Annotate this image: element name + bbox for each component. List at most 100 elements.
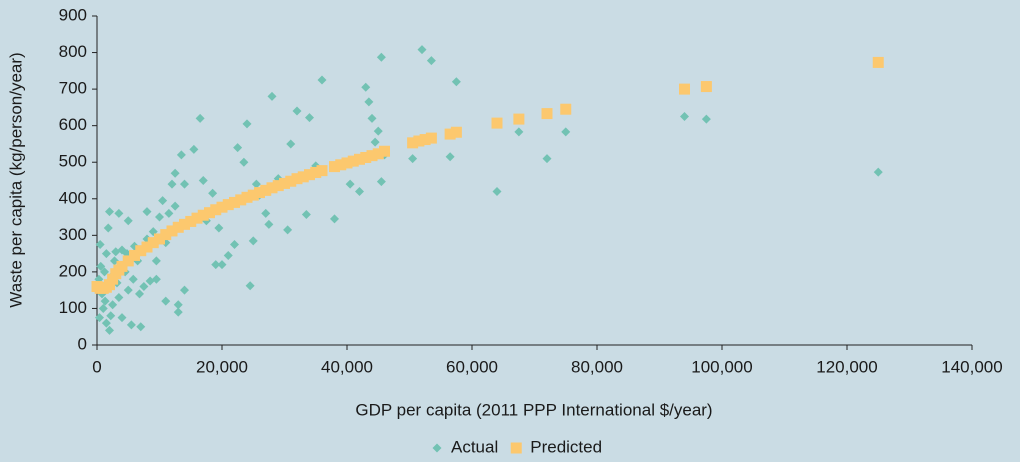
point bbox=[360, 151, 372, 163]
point bbox=[330, 214, 339, 224]
point bbox=[367, 113, 377, 123]
point bbox=[248, 236, 258, 246]
point bbox=[316, 165, 328, 177]
point bbox=[700, 81, 712, 93]
point bbox=[297, 171, 309, 183]
point bbox=[170, 201, 180, 211]
point bbox=[372, 148, 384, 160]
point bbox=[135, 245, 147, 257]
point bbox=[254, 187, 265, 199]
point bbox=[361, 82, 371, 92]
point bbox=[426, 56, 436, 66]
point bbox=[208, 188, 218, 198]
point bbox=[542, 154, 552, 164]
point bbox=[450, 126, 462, 138]
y-tick-label: 900 bbox=[59, 5, 87, 24]
point bbox=[872, 56, 884, 68]
point bbox=[185, 215, 197, 227]
point bbox=[366, 150, 378, 162]
point bbox=[222, 199, 234, 211]
point bbox=[291, 173, 303, 185]
point bbox=[214, 223, 224, 233]
point bbox=[100, 267, 109, 277]
point bbox=[335, 159, 347, 171]
point bbox=[170, 168, 180, 178]
point bbox=[105, 207, 114, 217]
point bbox=[376, 52, 386, 62]
x-tick-label: 100,000 bbox=[691, 357, 752, 376]
point bbox=[116, 260, 128, 272]
legend-label: Predicted bbox=[530, 437, 602, 456]
point bbox=[101, 249, 111, 259]
point bbox=[407, 137, 419, 149]
point bbox=[235, 194, 247, 206]
point bbox=[310, 166, 322, 178]
point bbox=[126, 320, 136, 330]
x-tick-label: 40,000 bbox=[321, 357, 373, 376]
point bbox=[210, 204, 222, 216]
point bbox=[180, 285, 189, 295]
point bbox=[491, 117, 503, 129]
point bbox=[161, 296, 171, 306]
point bbox=[114, 292, 124, 302]
point bbox=[304, 169, 315, 181]
point bbox=[492, 186, 502, 196]
y-tick-label: 400 bbox=[59, 188, 87, 207]
point bbox=[373, 126, 383, 136]
point bbox=[329, 161, 340, 173]
point bbox=[301, 209, 311, 219]
point bbox=[264, 219, 274, 229]
point bbox=[172, 221, 184, 233]
point bbox=[680, 112, 689, 122]
point bbox=[173, 307, 183, 317]
point bbox=[370, 137, 380, 147]
point bbox=[141, 241, 153, 253]
point bbox=[376, 177, 386, 187]
point bbox=[444, 128, 456, 140]
point bbox=[129, 249, 140, 261]
point bbox=[139, 282, 149, 292]
x-tick-label: 60,000 bbox=[446, 357, 498, 376]
x-tick-label: 120,000 bbox=[816, 357, 877, 376]
point bbox=[242, 119, 252, 129]
x-tick-label: 0 bbox=[92, 357, 101, 376]
point bbox=[425, 132, 437, 144]
point bbox=[198, 176, 208, 185]
legend-label: Actual bbox=[451, 437, 498, 456]
point bbox=[145, 276, 155, 286]
point bbox=[180, 179, 189, 189]
point bbox=[123, 285, 133, 295]
point bbox=[701, 114, 711, 124]
point bbox=[114, 208, 124, 218]
point bbox=[541, 108, 553, 120]
point bbox=[561, 127, 571, 137]
point bbox=[217, 260, 227, 270]
point bbox=[95, 313, 104, 323]
point bbox=[158, 196, 168, 206]
point bbox=[354, 153, 365, 165]
point bbox=[247, 189, 259, 201]
point bbox=[267, 91, 277, 101]
point bbox=[147, 237, 159, 249]
point bbox=[345, 179, 355, 189]
point bbox=[283, 225, 293, 235]
point bbox=[135, 289, 144, 299]
y-tick-label: 600 bbox=[59, 115, 87, 134]
point bbox=[292, 106, 302, 116]
point bbox=[560, 103, 572, 115]
point bbox=[873, 167, 883, 177]
point bbox=[286, 139, 296, 149]
point bbox=[230, 239, 239, 249]
point bbox=[364, 97, 374, 107]
point bbox=[189, 144, 199, 154]
point bbox=[266, 182, 278, 194]
point bbox=[251, 179, 261, 189]
point bbox=[204, 207, 215, 219]
x-tick-label: 20,000 bbox=[196, 357, 248, 376]
point bbox=[514, 127, 524, 137]
point bbox=[272, 180, 284, 192]
point bbox=[305, 113, 314, 123]
point bbox=[223, 250, 233, 260]
point bbox=[679, 83, 690, 95]
